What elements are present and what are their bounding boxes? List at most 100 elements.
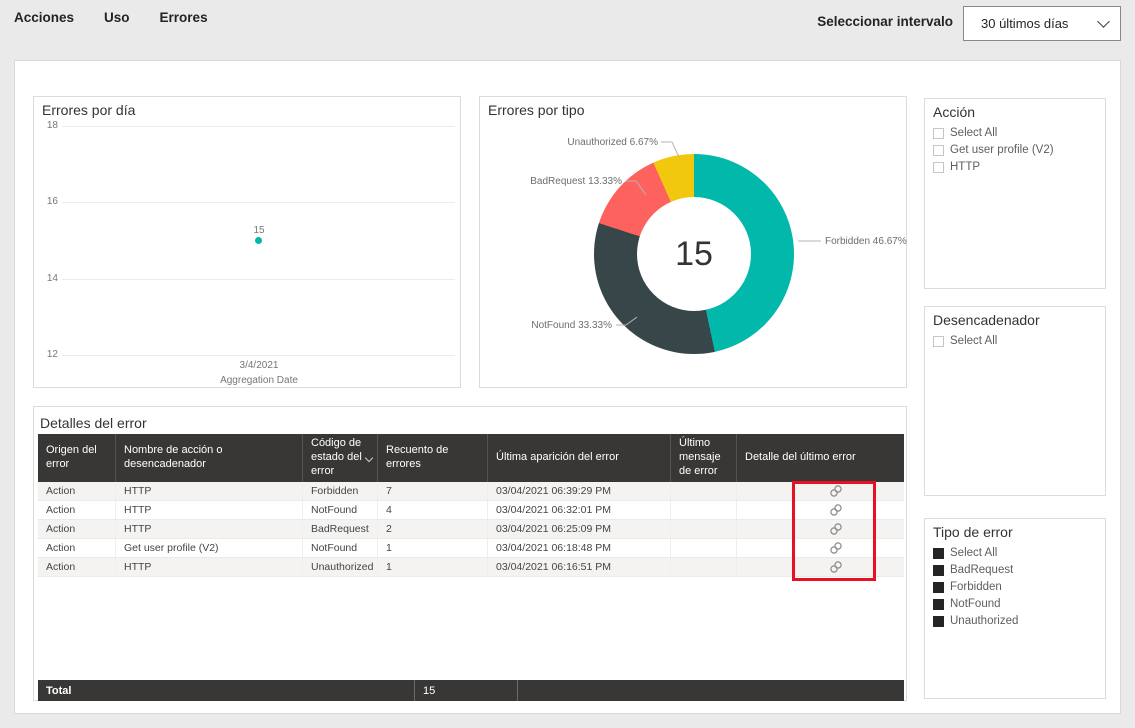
checkbox-checked-icon[interactable] bbox=[933, 598, 944, 610]
link-icon bbox=[829, 485, 842, 497]
tab-uso[interactable]: Uso bbox=[104, 10, 130, 25]
table-header-row: Origen del error Nombre de acción o dese… bbox=[38, 434, 904, 482]
cell-origin: Action bbox=[38, 482, 116, 500]
donut-hole: 15 bbox=[637, 197, 751, 311]
cell-status: Forbidden bbox=[303, 482, 378, 500]
cell-last-message bbox=[671, 520, 737, 538]
error-detail-link[interactable] bbox=[737, 501, 904, 519]
y-tick: 12 bbox=[46, 349, 58, 360]
cell-last-message bbox=[671, 539, 737, 557]
chevron-down-icon bbox=[1097, 15, 1110, 28]
tab-errores[interactable]: Errores bbox=[159, 10, 208, 25]
filter-item-label: Select All bbox=[950, 547, 998, 559]
error-detail-link[interactable] bbox=[737, 539, 904, 557]
table-body: Action HTTP Forbidden 7 03/04/2021 06:39… bbox=[38, 482, 904, 577]
cell-name: HTTP bbox=[116, 482, 303, 500]
x-tick: 3/4/2021 bbox=[239, 360, 279, 371]
cell-count: 1 bbox=[378, 539, 488, 557]
filter-accion: Acción Select All Get user profile (V2) … bbox=[924, 98, 1106, 289]
data-point-label: 15 bbox=[253, 225, 265, 236]
table-total-row: Total 15 bbox=[38, 680, 904, 701]
table-row: Action HTTP Unauthorized 1 03/04/2021 06… bbox=[38, 558, 904, 577]
checkbox-checked-icon[interactable] bbox=[933, 581, 944, 593]
cell-status: BadRequest bbox=[303, 520, 378, 538]
chart-title: Errores por tipo bbox=[488, 102, 585, 118]
error-details-table: Detalles del error Origen del error Nomb… bbox=[33, 406, 907, 701]
cell-count: 2 bbox=[378, 520, 488, 538]
checkbox-icon[interactable] bbox=[933, 127, 944, 139]
cell-origin: Action bbox=[38, 501, 116, 519]
error-detail-link[interactable] bbox=[737, 558, 904, 576]
cell-count: 7 bbox=[378, 482, 488, 500]
chart-title: Errores por día bbox=[42, 102, 136, 118]
table-title: Detalles del error bbox=[40, 415, 147, 431]
gridline bbox=[62, 279, 455, 280]
cell-last-seen: 03/04/2021 06:32:01 PM bbox=[488, 501, 671, 519]
checkbox-checked-icon[interactable] bbox=[933, 615, 944, 627]
cell-name: HTTP bbox=[116, 501, 303, 519]
filter-item-label: Forbidden bbox=[950, 581, 1002, 593]
filter-item-select-all[interactable]: Select All bbox=[933, 127, 1054, 139]
page-tabs: Acciones Uso Errores bbox=[14, 10, 208, 25]
checkbox-icon[interactable] bbox=[933, 144, 944, 156]
checkbox-icon[interactable] bbox=[933, 335, 944, 347]
filter-list: Select All bbox=[933, 335, 997, 347]
column-header[interactable]: Último mensaje de error bbox=[671, 434, 737, 482]
interval-dropdown-value: 30 últimos días bbox=[981, 16, 1069, 31]
filter-item-label: BadRequest bbox=[950, 564, 1014, 576]
filter-item-label: HTTP bbox=[950, 161, 981, 173]
filter-list: Select All Get user profile (V2) HTTP bbox=[933, 127, 1054, 173]
checkbox-checked-icon[interactable] bbox=[933, 547, 944, 559]
filter-item-label: Select All bbox=[950, 127, 998, 139]
link-icon bbox=[829, 561, 842, 573]
filter-item-forbidden[interactable]: Forbidden bbox=[933, 581, 1018, 593]
interval-dropdown[interactable]: 30 últimos días bbox=[963, 6, 1121, 41]
cell-last-seen: 03/04/2021 06:16:51 PM bbox=[488, 558, 671, 576]
filter-item-unauthorized[interactable]: Unauthorized bbox=[933, 615, 1018, 627]
cell-name: Get user profile (V2) bbox=[116, 539, 303, 557]
filter-item-http[interactable]: HTTP bbox=[933, 161, 1054, 173]
donut-chart[interactable]: 15 bbox=[594, 154, 794, 354]
cell-name: HTTP bbox=[116, 520, 303, 538]
x-axis-title: Aggregation Date bbox=[220, 375, 298, 386]
column-header[interactable]: Origen del error bbox=[38, 434, 116, 482]
cell-last-seen: 03/04/2021 06:25:09 PM bbox=[488, 520, 671, 538]
y-tick: 14 bbox=[46, 273, 58, 284]
donut-total-value: 15 bbox=[675, 234, 713, 273]
column-header-label: Código de estado del error bbox=[311, 437, 362, 477]
column-header[interactable]: Detalle del último error bbox=[745, 451, 856, 464]
cell-status: Unauthorized bbox=[303, 558, 378, 576]
checkbox-checked-icon[interactable] bbox=[933, 564, 944, 576]
filter-tipo-de-error: Tipo de error Select All BadRequest Forb… bbox=[924, 518, 1106, 699]
chevron-down-icon[interactable] bbox=[364, 453, 374, 463]
filter-item-notfound[interactable]: NotFound bbox=[933, 598, 1018, 610]
tab-acciones[interactable]: Acciones bbox=[14, 10, 75, 25]
column-header[interactable]: Recuento de errores bbox=[378, 434, 488, 482]
checkbox-icon[interactable] bbox=[933, 161, 944, 173]
filter-item-badrequest[interactable]: BadRequest bbox=[933, 564, 1018, 576]
gridline bbox=[62, 202, 455, 203]
link-icon bbox=[829, 542, 842, 554]
slice-label-unauthorized: Unauthorized 6.67% bbox=[567, 137, 658, 148]
column-header[interactable]: Nombre de acción o desencadenador bbox=[116, 434, 303, 482]
column-header[interactable]: Última aparición del error bbox=[488, 434, 671, 482]
filter-item-get-user-profile[interactable]: Get user profile (V2) bbox=[933, 144, 1054, 156]
errors-per-day-chart: Errores por día 18 16 14 12 15 3/4/2021 … bbox=[33, 96, 461, 388]
error-detail-link[interactable] bbox=[737, 482, 904, 500]
cell-last-message bbox=[671, 501, 737, 519]
column-header-sorted[interactable]: Código de estado del error bbox=[303, 434, 378, 482]
error-detail-link[interactable] bbox=[737, 520, 904, 538]
table-row: Action HTTP BadRequest 2 03/04/2021 06:2… bbox=[38, 520, 904, 539]
filter-item-select-all[interactable]: Select All bbox=[933, 335, 997, 347]
gridline bbox=[62, 126, 455, 127]
filter-list: Select All BadRequest Forbidden NotFound… bbox=[933, 547, 1018, 627]
gridline bbox=[62, 355, 455, 356]
slice-label-notfound: NotFound 33.33% bbox=[531, 320, 612, 331]
data-point[interactable] bbox=[255, 237, 262, 244]
filter-item-label: Unauthorized bbox=[950, 615, 1019, 627]
filter-desencadenador: Desencadenador Select All bbox=[924, 306, 1106, 496]
table-row: Action HTTP Forbidden 7 03/04/2021 06:39… bbox=[38, 482, 904, 501]
report-canvas: Errores por día 18 16 14 12 15 3/4/2021 … bbox=[14, 60, 1121, 714]
filter-item-select-all[interactable]: Select All bbox=[933, 547, 1018, 559]
errors-by-type-chart: Errores por tipo 15 Unauthorized 6.67% B… bbox=[479, 96, 907, 388]
